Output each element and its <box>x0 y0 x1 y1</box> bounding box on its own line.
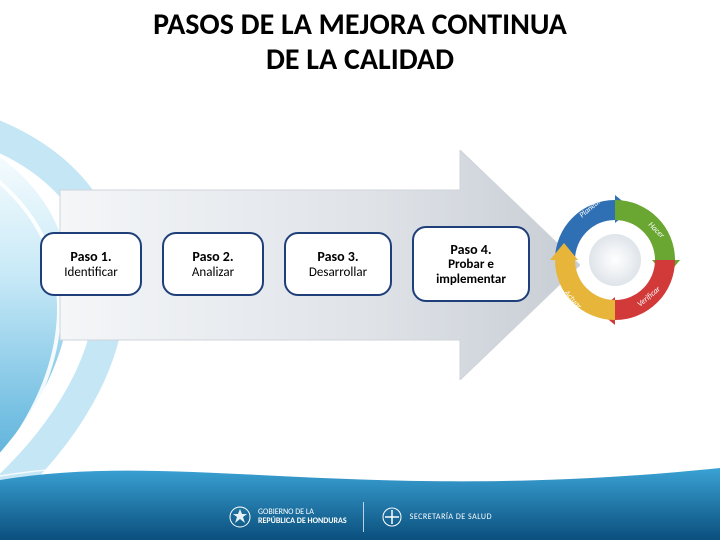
step-title: Paso 4. <box>450 241 491 258</box>
secretariat-icon <box>380 505 404 529</box>
step-title: Paso 3. <box>317 248 358 265</box>
pdca-cycle: Planear Hacer Verificar Actuar <box>540 185 690 335</box>
footer-content: GOBIERNO DE LA REPÚBLICA DE HONDURAS SEC… <box>0 502 720 532</box>
step-box-1: Paso 1. Identificar <box>40 232 142 296</box>
step-subtitle: Identificar <box>64 265 118 280</box>
step-box-4: Paso 4. Probar e implementar <box>412 226 530 302</box>
step-subtitle: Probar e implementar <box>420 258 522 287</box>
footer-secretariat: SECRETARÍA DE SALUD <box>410 512 492 522</box>
step-box-2: Paso 2. Analizar <box>162 232 264 296</box>
footer-band: GOBIERNO DE LA REPÚBLICA DE HONDURAS SEC… <box>0 450 720 540</box>
step-box-3: Paso 3. Desarrollar <box>284 232 392 296</box>
footer-divider <box>363 502 364 532</box>
page-title: PASOS DE LA MEJORA CONTINUA DE LA CALIDA… <box>0 8 720 77</box>
footer-gov-block: GOBIERNO DE LA REPÚBLICA DE HONDURAS <box>228 505 347 529</box>
title-line1: PASOS DE LA MEJORA CONTINUA <box>0 8 720 43</box>
title-line2: DE LA CALIDAD <box>0 43 720 78</box>
step-title: Paso 2. <box>192 248 233 265</box>
process-arrow-region: Paso 1. Identificar Paso 2. Analizar Pas… <box>40 150 580 380</box>
footer-secretariat-block: SECRETARÍA DE SALUD <box>380 505 492 529</box>
step-title: Paso 1. <box>70 248 111 265</box>
footer-gov-line2: REPÚBLICA DE HONDURAS <box>258 517 347 526</box>
step-subtitle: Desarrollar <box>309 265 367 280</box>
pdca-svg: Planear Hacer Verificar Actuar <box>540 185 690 335</box>
step-subtitle: Analizar <box>192 265 234 280</box>
coat-of-arms-icon <box>228 505 252 529</box>
slide-root: PASOS DE LA MEJORA CONTINUA DE LA CALIDA… <box>0 0 720 540</box>
